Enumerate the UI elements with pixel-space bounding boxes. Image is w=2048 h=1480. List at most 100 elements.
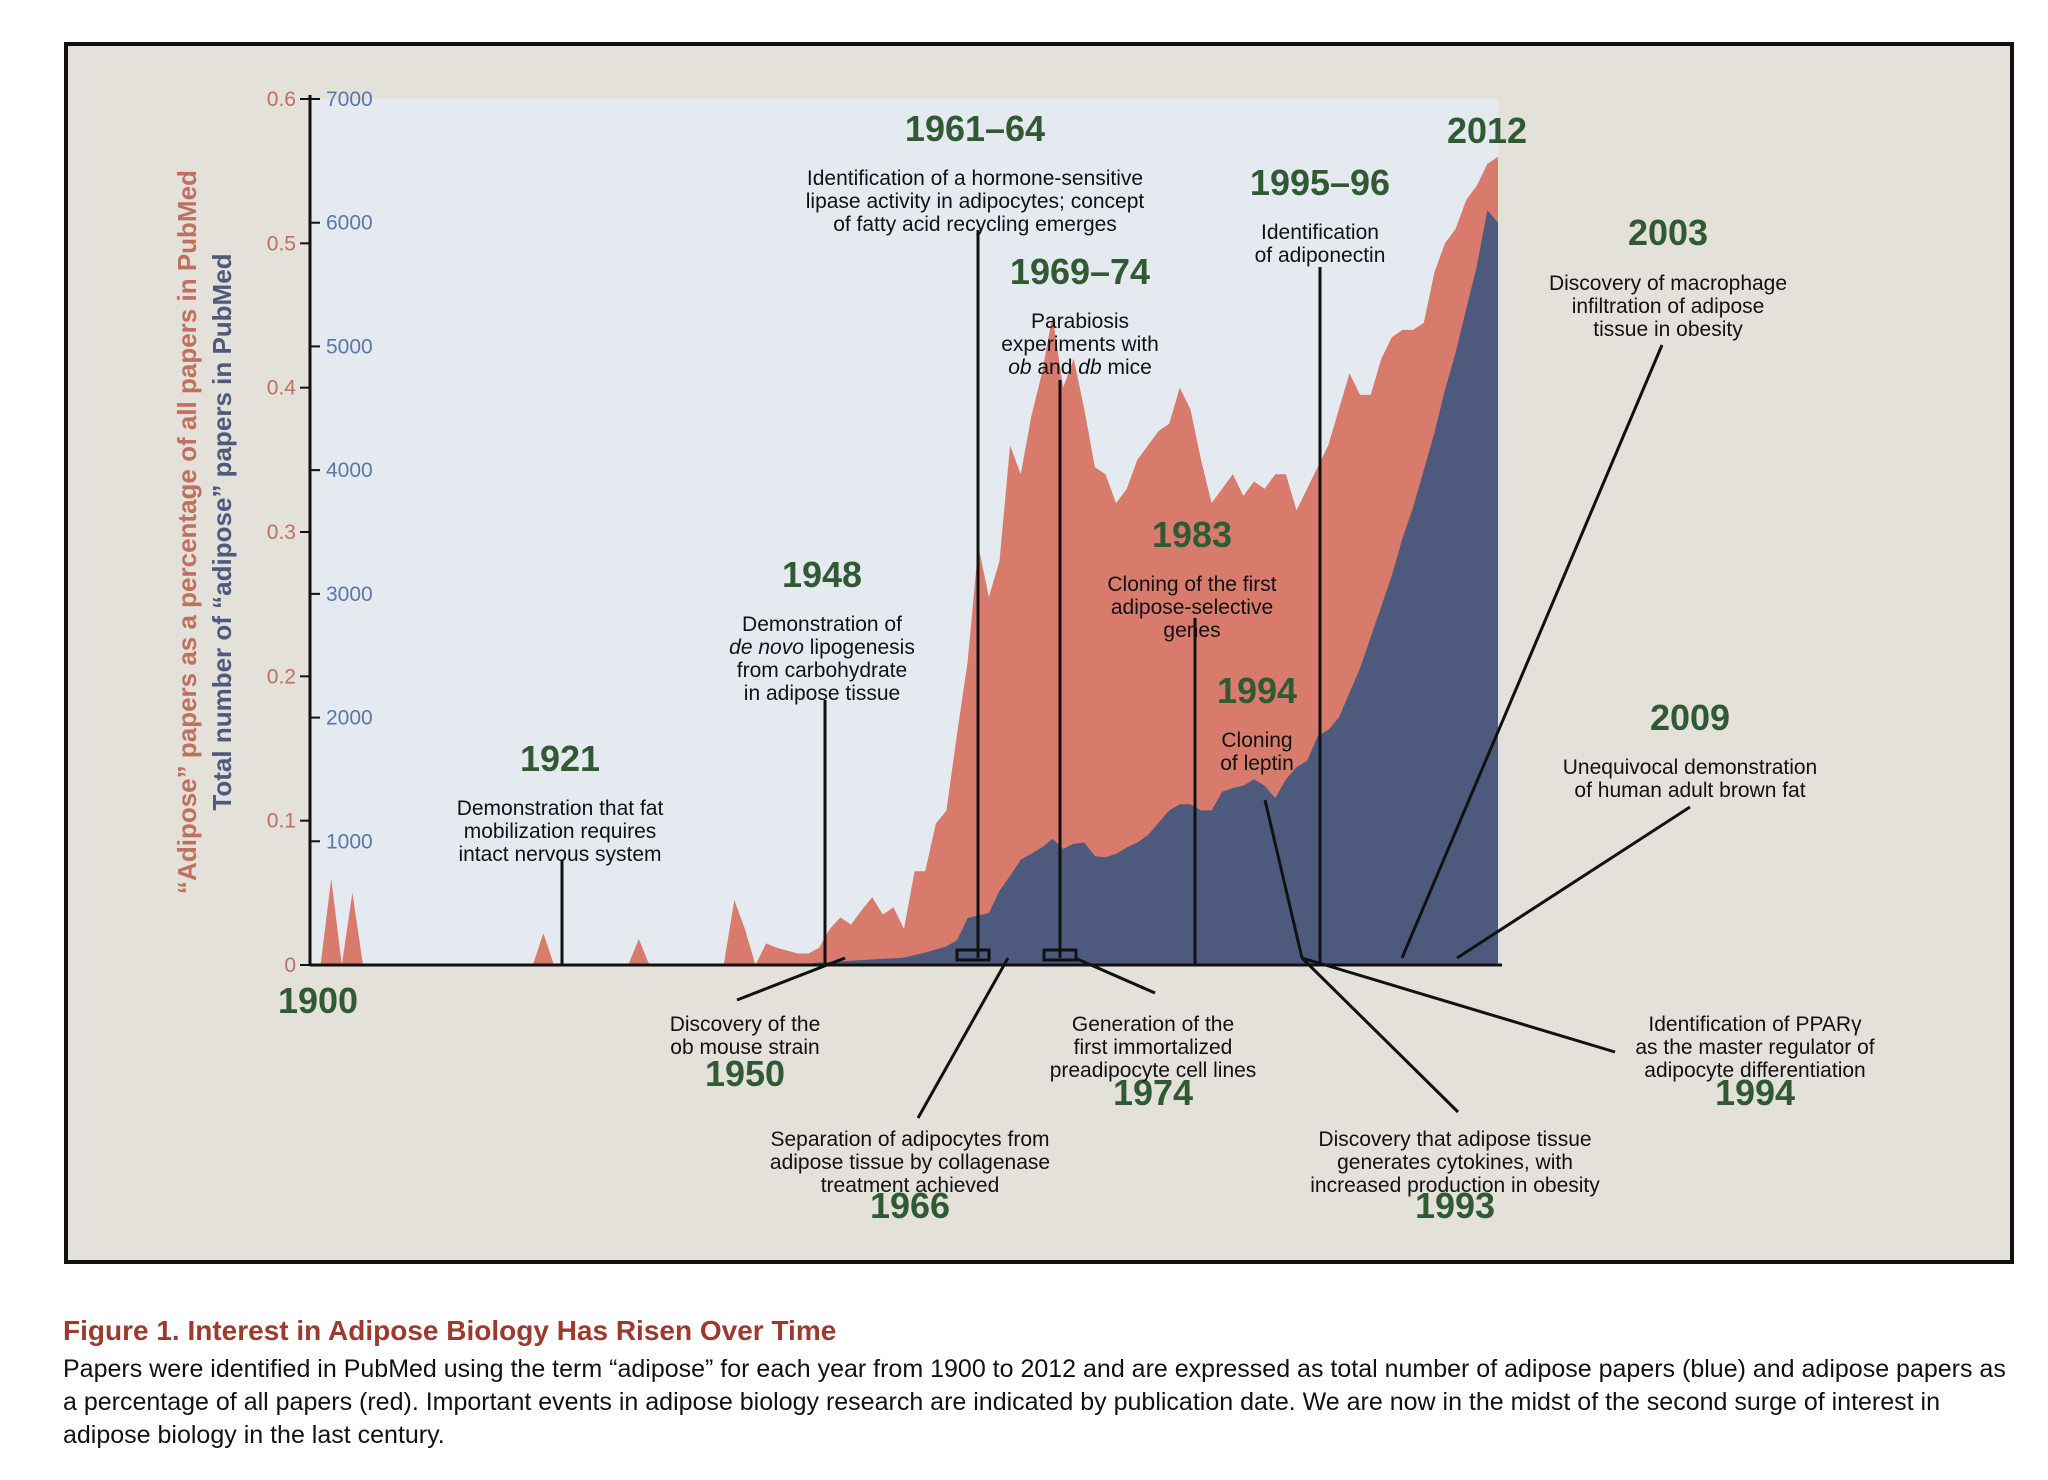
annotation-text-line: first immortalized	[1074, 1036, 1233, 1059]
bracket-1961-64	[955, 948, 991, 962]
leader-line	[1300, 956, 1460, 1114]
annotation-text-line: of adiponectin	[1255, 244, 1386, 267]
left-tick-label: 0	[284, 954, 296, 977]
annotation-text-line: experiments with	[1001, 333, 1159, 356]
annotation-2012: 2012	[1447, 110, 1527, 151]
annotation-year: 1950	[705, 1053, 785, 1094]
caption-text: Papers were identified in PubMed using t…	[63, 1355, 2006, 1449]
annotation-1966: 1966 Separation of adipocytes fromadipose…	[770, 1128, 1050, 1226]
adipose-chart-figure: 0 0.1 0.2 0.3 0.4 0.5 0.6 1000 2000 3000 4000 5000 6…	[64, 42, 2014, 1264]
left-tick-label: 0.6	[267, 88, 296, 111]
caption-title: Figure 1. Interest in Adipose Biology Ha…	[63, 1315, 837, 1346]
annotation-text-line: generates cytokines, with	[1337, 1151, 1573, 1174]
annotation-text-line: Discovery that adipose tissue	[1318, 1128, 1591, 1151]
left-tick-label: 0.5	[267, 232, 296, 255]
annotation-text-line: adipose tissue by collagenase	[770, 1151, 1050, 1174]
right-tick-label: 6000	[326, 212, 373, 235]
annotation-text-line: Demonstration that fat	[457, 797, 664, 820]
y-axis-label-percentage: “Adipose” papers as a percentage of all …	[172, 170, 202, 894]
annotation-year: 1995–96	[1250, 162, 1390, 203]
annotation-text-line: Unequivocal demonstration	[1563, 756, 1817, 779]
figure-caption: Figure 1. Interest in Adipose Biology Ha…	[63, 1315, 2023, 1452]
annotation-text-line: Separation of adipocytes from	[771, 1128, 1050, 1151]
annotation-year: 1921	[520, 738, 600, 779]
paper-count-area-series	[310, 210, 1498, 966]
annotation-text-line: Identification	[1261, 221, 1379, 244]
annotation-text-line: infiltration of adipose	[1572, 295, 1765, 318]
annotation-text-line: Discovery of macrophage	[1549, 272, 1787, 295]
right-tick-label: 7000	[326, 88, 373, 111]
annotation-1993: 1993 Discovery that adipose tissuegenerat…	[1310, 1128, 1600, 1226]
annotation-text-line: Identification of PPARγ	[1648, 1013, 1862, 1036]
leader-line	[1301, 956, 1616, 1054]
annotation-text-line: Cloning	[1221, 729, 1292, 752]
annotation-leader-lines	[560, 230, 1691, 1119]
leader-line	[1400, 344, 1664, 959]
x-axis-start-label: 1900	[278, 980, 358, 1021]
leader-line	[916, 957, 1010, 1119]
annotation-year: 1994	[1715, 1072, 1795, 1113]
annotation-2003: 2003 Discovery of macrophageinfiltration …	[1549, 212, 1787, 341]
annotation-year: 2012	[1447, 110, 1527, 151]
annotation-text-line: Discovery of the	[670, 1013, 821, 1036]
leader-line	[1074, 956, 1156, 995]
annotation-text-line: lipase activity in adipocytes; concept	[806, 190, 1145, 213]
annotation-year: 2003	[1628, 212, 1708, 253]
axes: 0 0.1 0.2 0.3 0.4 0.5 0.6 1000 2000 3000 4000 5000 6…	[172, 88, 1502, 1021]
annotation-text-line: of human adult brown fat	[1574, 779, 1805, 802]
annotation-year: 1974	[1113, 1072, 1193, 1113]
leader-line	[736, 956, 846, 1002]
left-tick-label: 0.4	[267, 377, 297, 400]
annotation-text-line: from carbohydrate	[737, 659, 907, 682]
annotation-text-line: adipocyte differentiation	[1644, 1059, 1865, 1082]
right-tick-label: 5000	[326, 335, 373, 358]
left-tick-label: 0.1	[267, 810, 296, 833]
annotation-text-line: of fatty acid recycling emerges	[833, 213, 1117, 236]
annotation-text-line: ob mouse strain	[670, 1036, 819, 1059]
y-axis-label-count: Total number of “adipose” papers in PubM…	[207, 253, 237, 810]
annotation-text-line: Demonstration of	[742, 613, 902, 636]
bracket-1969-74	[1042, 948, 1078, 962]
annotation-year: 1983	[1152, 514, 1232, 555]
annotation-year: 2009	[1650, 697, 1730, 738]
annotation-year: 1993	[1415, 1185, 1495, 1226]
percentage-area-series	[310, 156, 1498, 965]
annotation-text-line: Generation of the	[1072, 1013, 1234, 1036]
annotation-year: 1969–74	[1010, 251, 1150, 292]
annotation-text-line: increased production in obesity	[1310, 1174, 1600, 1197]
right-tick-label: 1000	[326, 830, 373, 853]
annotation-text-line: de novo lipogenesis	[729, 636, 915, 659]
annotation-text-line: intact nervous system	[458, 843, 661, 866]
annotation-text-line: mobilization requires	[464, 820, 657, 843]
annotation-text-line: of leptin	[1220, 752, 1294, 775]
leader-line	[1456, 805, 1691, 960]
annotation-text-line: in adipose tissue	[744, 682, 900, 705]
annotation-year: 1966	[870, 1185, 950, 1226]
right-tick-label: 2000	[326, 707, 373, 730]
annotation-text-line: ob and db mice	[1008, 356, 1152, 379]
annotation-text-line: preadipocyte cell lines	[1050, 1059, 1257, 1082]
leader-line	[1263, 799, 1304, 959]
annotation-text-line: treatment achieved	[821, 1174, 1000, 1197]
right-tick-label: 3000	[326, 583, 373, 606]
annotation-1983: 1983 Cloning of the firstadipose-selectiv…	[1107, 514, 1276, 642]
annotation-text-line: as the master regulator of	[1635, 1036, 1874, 1059]
annotation-text-line: Cloning of the first	[1107, 573, 1276, 596]
left-tick-label: 0.3	[267, 521, 296, 544]
annotation-text-line: adipose-selective	[1111, 596, 1273, 619]
annotation-text-line: Parabiosis	[1031, 310, 1129, 333]
annotation-1961–64: 1961–64 Identification of a hormone-sensi…	[806, 108, 1145, 236]
annotation-year: 1948	[782, 554, 862, 595]
right-tick-label: 4000	[326, 459, 373, 482]
annotation-year: 1994	[1217, 670, 1297, 711]
